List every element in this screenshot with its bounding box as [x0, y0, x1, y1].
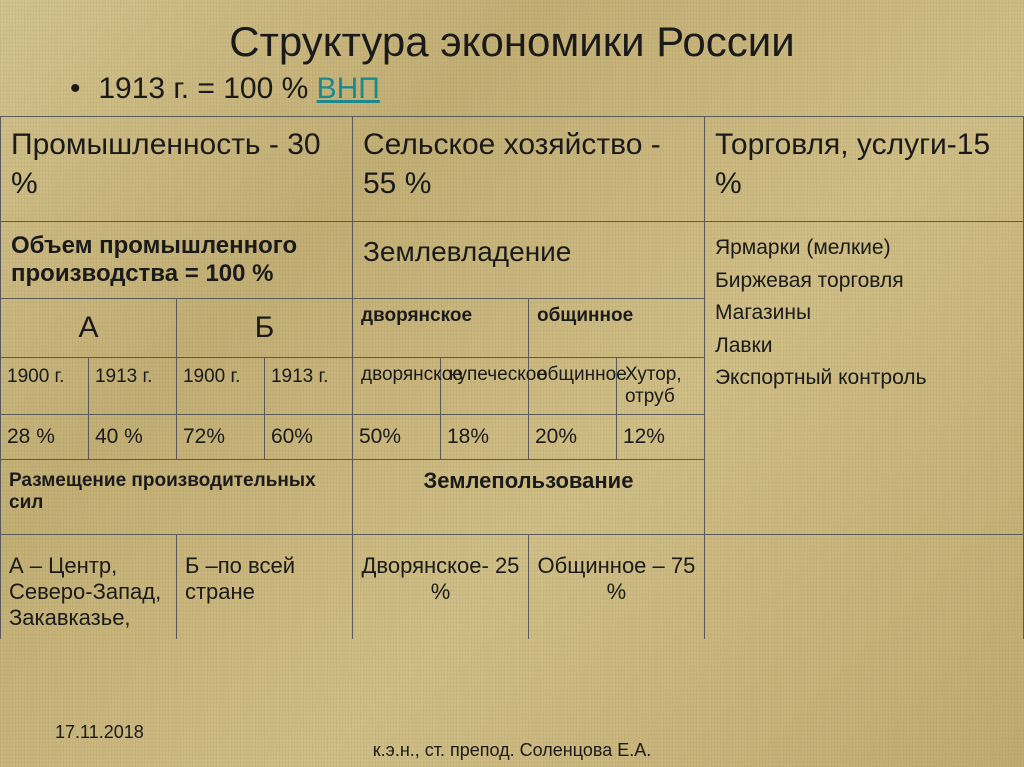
footer-author: к.э.н., ст. препод. Соленцова Е.А.	[0, 740, 1024, 761]
industry-volume: Объем промышленного производства = 100 %	[1, 222, 353, 299]
placement-header: Размещение производительных сил	[1, 460, 353, 535]
trade-item: Магазины	[715, 297, 1013, 330]
sector-agriculture: Сельское хозяйство - 55 %	[353, 117, 705, 222]
sector-trade: Торговля, услуги-15 %	[704, 117, 1023, 222]
value-cell: 72%	[176, 415, 264, 460]
trade-list: Ярмарки (мелкие) Биржевая торговля Магаз…	[704, 222, 1023, 535]
year-cell: 1900 г.	[176, 358, 264, 415]
trade-item: Лавки	[715, 330, 1013, 363]
land-col: Хутор, отруб	[616, 358, 704, 415]
subtitle: • 1913 г. = 100 % ВНП	[0, 66, 1024, 116]
gnp-link[interactable]: ВНП	[317, 72, 380, 105]
region-b: Б –по всей стране	[176, 535, 352, 640]
land-col: общинное	[528, 358, 616, 415]
col-b: Б	[176, 299, 352, 358]
trade-item: Биржевая торговля	[715, 265, 1013, 298]
year-cell: 1913 г.	[88, 358, 176, 415]
value-cell: 12%	[616, 415, 704, 460]
bullet: •	[70, 72, 90, 106]
value-cell: 28 %	[1, 415, 89, 460]
region-a: А – Центр, Северо-Запад, Закавказье,	[1, 535, 177, 640]
trade-item: Экспортный контроль	[715, 362, 1013, 395]
economy-table: Промышленность - 30 % Сельское хозяйство…	[0, 116, 1024, 639]
landuse-commune: Общинное – 75 %	[528, 535, 704, 640]
year-cell: 1900 г.	[1, 358, 89, 415]
col-a: А	[1, 299, 177, 358]
value-cell: 40 %	[88, 415, 176, 460]
value-cell: 60%	[264, 415, 352, 460]
landuse-header: Землепользование	[353, 460, 705, 535]
land-col: дворянское	[353, 358, 441, 415]
land-ownership: Землевладение	[353, 222, 705, 299]
empty-cell	[704, 535, 1023, 640]
value-cell: 20%	[528, 415, 616, 460]
land-noble: дворянское	[353, 299, 529, 358]
sector-industry: Промышленность - 30 %	[1, 117, 353, 222]
value-cell: 50%	[353, 415, 441, 460]
slide-title: Структура экономики России	[0, 0, 1024, 66]
landuse-noble: Дворянское- 25 %	[353, 535, 529, 640]
trade-item: Ярмарки (мелкие)	[715, 232, 1013, 265]
subtitle-text: 1913 г. = 100 %	[98, 72, 316, 105]
year-cell: 1913 г.	[264, 358, 352, 415]
land-commune: общинное	[528, 299, 704, 358]
land-col: купеческое	[440, 358, 528, 415]
value-cell: 18%	[440, 415, 528, 460]
